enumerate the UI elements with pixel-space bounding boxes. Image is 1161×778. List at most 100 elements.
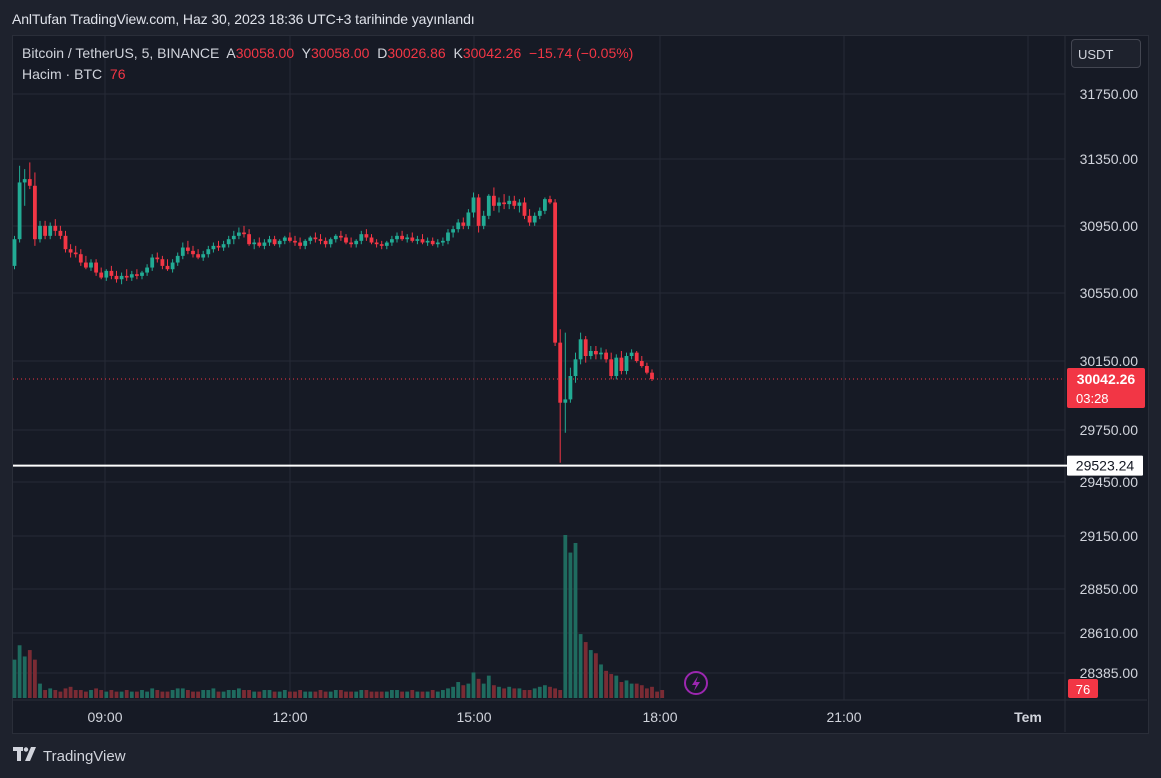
candle-body xyxy=(328,239,333,245)
candle-body xyxy=(354,240,359,245)
volume-bar xyxy=(43,690,47,698)
candle-body xyxy=(216,245,221,248)
candle-body xyxy=(38,225,42,240)
volume-bar xyxy=(339,690,343,698)
volume-value: 76 xyxy=(109,66,126,82)
candle-body xyxy=(486,195,491,216)
volume-bar xyxy=(471,672,476,698)
volume-bar xyxy=(68,686,73,698)
volume-bar xyxy=(262,690,267,698)
publish-caption: AnlTufan TradingView.com, Haz 30, 2023 1… xyxy=(12,11,475,27)
volume-bar xyxy=(211,688,216,698)
volume-bar xyxy=(425,691,430,698)
volume-legend: Hacim · BTC 76 xyxy=(22,66,125,82)
volume-bar xyxy=(119,691,124,698)
volume-bar xyxy=(604,670,608,698)
candle-body xyxy=(604,352,608,360)
low-label: D xyxy=(377,45,388,61)
candle-body xyxy=(583,339,588,356)
candle-body xyxy=(318,239,323,241)
volume-bar xyxy=(405,691,410,698)
volume-bar xyxy=(609,674,614,698)
candle-body xyxy=(145,267,149,273)
close-value: 30042.26 xyxy=(462,45,522,61)
volume-bar xyxy=(446,688,450,698)
candle-body xyxy=(303,240,308,246)
high-label: Y xyxy=(301,45,312,61)
candle-body xyxy=(257,242,262,246)
volume-bar xyxy=(277,691,282,698)
candle-body xyxy=(73,252,78,255)
volume-bar xyxy=(140,690,144,698)
volume-bar xyxy=(461,685,466,698)
candle-body xyxy=(532,215,537,223)
volume-bar xyxy=(456,682,461,698)
volume-bar xyxy=(170,690,175,698)
volume-bar xyxy=(17,645,22,698)
candle-body xyxy=(58,230,63,236)
volume-bar xyxy=(563,535,568,698)
price-tick-label: 28385.00 xyxy=(1080,665,1139,681)
low-value: 30026.86 xyxy=(387,45,446,61)
volume-bar xyxy=(359,690,364,698)
volume-bar xyxy=(226,690,231,698)
candle-body xyxy=(364,234,369,238)
currency-selector[interactable]: USDT xyxy=(1071,39,1141,68)
volume-label[interactable]: Hacim · BTC xyxy=(22,66,103,82)
candle-body xyxy=(160,259,165,266)
volume-bar xyxy=(180,688,185,698)
volume-bar xyxy=(293,691,297,698)
candle-body xyxy=(155,257,160,260)
volume-bar xyxy=(558,690,563,698)
candle-body xyxy=(206,249,211,255)
candle-body xyxy=(650,372,654,379)
candle-body xyxy=(170,262,175,270)
candle-body xyxy=(563,399,568,403)
volume-bar xyxy=(655,691,659,698)
volume-bar xyxy=(594,653,598,698)
candle-body xyxy=(578,339,583,360)
volume-bar xyxy=(537,686,542,698)
candle-body xyxy=(522,202,527,216)
chart-frame[interactable] xyxy=(12,35,1149,734)
volume-bar xyxy=(650,686,654,698)
volume-bar xyxy=(354,691,359,698)
candle-body xyxy=(99,272,104,278)
volume-bar xyxy=(78,690,83,698)
volume-bar xyxy=(502,688,506,698)
candle-body xyxy=(619,357,624,372)
volume-bar xyxy=(451,686,455,698)
candle-body xyxy=(405,237,410,240)
price-tick-label: 31350.00 xyxy=(1080,151,1139,167)
volume-bar xyxy=(99,690,104,698)
volume-badge-label: 76 xyxy=(1076,682,1090,697)
candle-body xyxy=(359,234,364,241)
candle-body xyxy=(400,235,404,240)
candle-body xyxy=(63,235,68,250)
candle-body xyxy=(594,350,598,355)
candle-body xyxy=(186,247,190,251)
symbol-label[interactable]: Bitcoin / TetherUS, 5, BINANCE xyxy=(22,45,220,61)
volume-bar xyxy=(527,690,532,698)
horizontal-level-label: 29523.24 xyxy=(1076,458,1135,474)
time-tick-label: Tem xyxy=(1014,709,1042,725)
price-tick-label: 29450.00 xyxy=(1080,474,1139,490)
candle-body xyxy=(568,376,573,400)
candle-body xyxy=(512,200,517,206)
volume-bar xyxy=(38,683,42,698)
candle-body xyxy=(43,225,47,236)
volume-bar xyxy=(104,691,109,698)
candle-body xyxy=(109,270,114,276)
volume-bar xyxy=(221,691,226,698)
volume-bar xyxy=(63,688,68,698)
volume-bar xyxy=(328,691,333,698)
volume-bar xyxy=(390,690,394,698)
volume-bar xyxy=(344,691,348,698)
volume-bar xyxy=(114,691,119,698)
candle-body xyxy=(548,199,552,203)
volume-bar xyxy=(242,690,246,698)
candle-body xyxy=(420,239,425,243)
volume-badge xyxy=(1068,679,1098,698)
volume-bar xyxy=(634,683,639,698)
